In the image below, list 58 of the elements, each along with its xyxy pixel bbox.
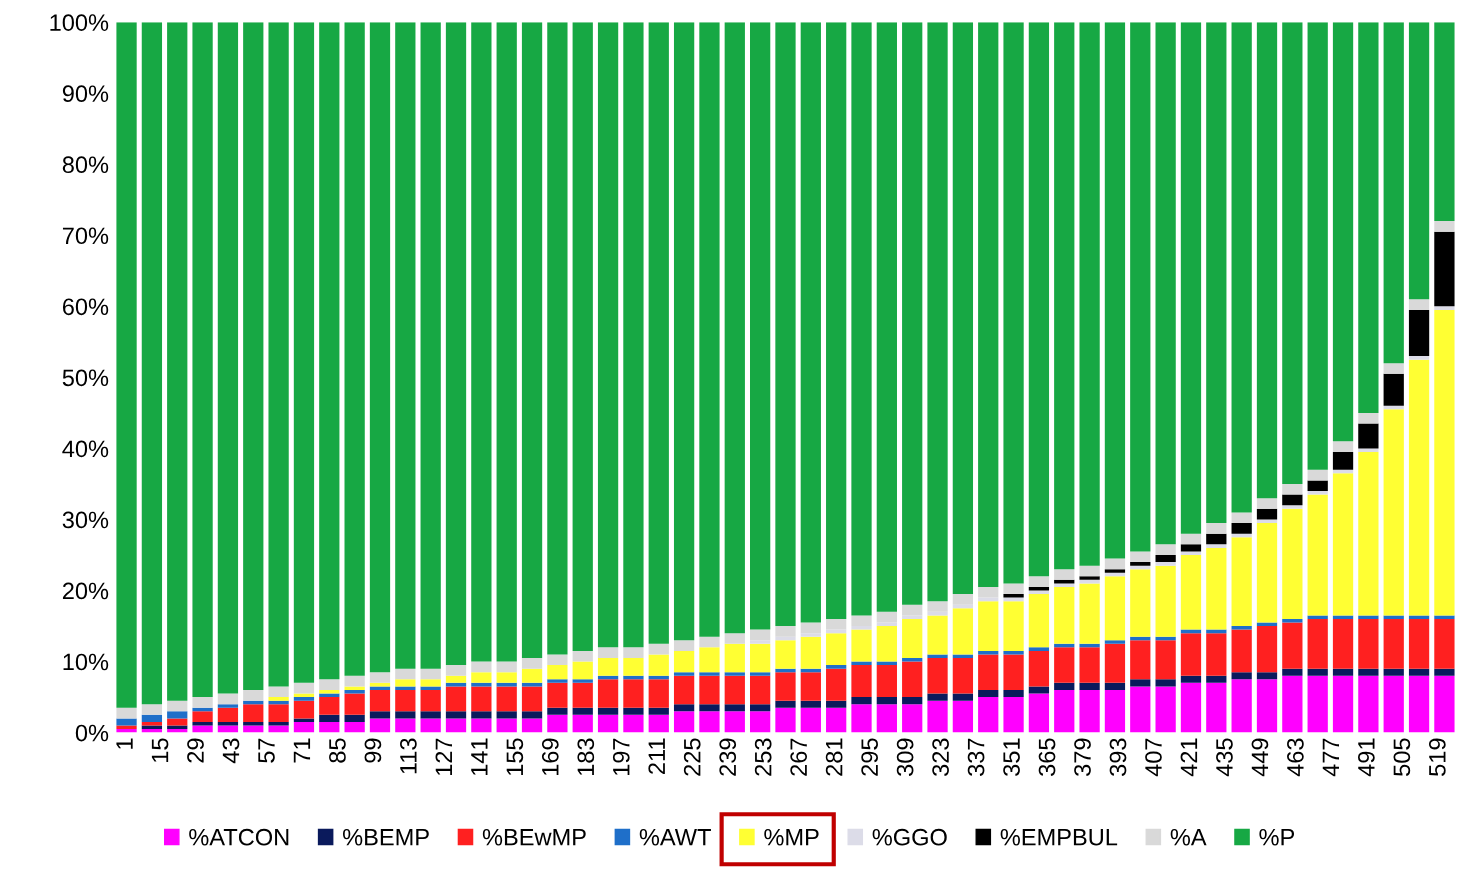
x-tick-label: 393 xyxy=(1109,738,1127,776)
x-tick-label: 155 xyxy=(506,738,524,776)
x-tick-label: 141 xyxy=(471,738,488,776)
y-tick-label: 80% xyxy=(62,156,109,174)
x-tick-label: 295 xyxy=(861,738,878,776)
x-tick-label: 421 xyxy=(1180,738,1198,777)
legend-label: %ATCON xyxy=(189,828,289,846)
legend-label: %AWT xyxy=(639,828,711,846)
x-tick-label: 239 xyxy=(719,738,737,776)
y-tick-label: 100% xyxy=(50,14,109,31)
x-tick-label: 29 xyxy=(187,738,204,763)
x-tick-label: 169 xyxy=(541,738,559,776)
y-tick-label: 70% xyxy=(62,227,109,245)
x-tick-label: 463 xyxy=(1287,738,1304,777)
x-tick-label: 505 xyxy=(1393,738,1411,776)
x-tick-label: 57 xyxy=(258,738,275,763)
x-tick-label: 225 xyxy=(683,738,701,776)
legend-label: %BEwMP xyxy=(482,828,586,846)
x-tick-label: 43 xyxy=(222,738,240,764)
legend-label: %P xyxy=(1259,828,1295,846)
x-tick-label: 337 xyxy=(967,738,985,776)
legend-label: %BEMP xyxy=(343,828,429,846)
x-tick-label: 309 xyxy=(896,738,914,776)
x-tick-label: 15 xyxy=(151,738,169,762)
y-tick-label: 10% xyxy=(63,653,109,671)
x-tick-label: 127 xyxy=(435,738,452,776)
x-tick-label: 379 xyxy=(1074,738,1091,776)
y-tick-label: 0% xyxy=(75,724,109,742)
x-tick-label: 491 xyxy=(1358,738,1375,777)
y-tick-label: 20% xyxy=(62,582,109,600)
x-tick-label: 365 xyxy=(1038,738,1056,776)
x-tick-label: 435 xyxy=(1216,738,1233,777)
x-tick-label: 323 xyxy=(932,738,949,776)
x-tick-label: 519 xyxy=(1428,738,1446,776)
x-tick-label: 281 xyxy=(825,738,843,776)
x-tick-label: 71 xyxy=(293,738,311,763)
legend-label: %A xyxy=(1170,828,1207,846)
legend-label: %EMPBUL xyxy=(1000,828,1118,846)
x-tick-label: 211 xyxy=(648,738,665,774)
y-tick-label: 50% xyxy=(62,369,109,387)
y-tick-label: 90% xyxy=(62,85,109,103)
x-tick-label: 477 xyxy=(1322,738,1339,777)
y-tick-label: 60% xyxy=(62,298,109,316)
x-tick-label: 197 xyxy=(612,738,630,776)
x-tick-label: 113 xyxy=(400,738,417,774)
x-tick-label: 267 xyxy=(790,738,808,776)
x-tick-label: 1 xyxy=(116,738,133,749)
y-tick-label: 30% xyxy=(62,511,109,529)
x-tick-label: 351 xyxy=(1003,738,1020,776)
legend-label: %MP xyxy=(764,828,819,846)
x-tick-label: 99 xyxy=(364,738,382,763)
x-tick-label: 407 xyxy=(1145,738,1162,777)
x-tick-label: 85 xyxy=(329,738,346,763)
legend-label: %GGO xyxy=(872,828,947,846)
y-tick-label: 40% xyxy=(62,440,109,458)
x-tick-label: 183 xyxy=(577,738,595,776)
x-tick-label: 253 xyxy=(754,738,772,776)
x-tick-label: 449 xyxy=(1251,738,1269,777)
